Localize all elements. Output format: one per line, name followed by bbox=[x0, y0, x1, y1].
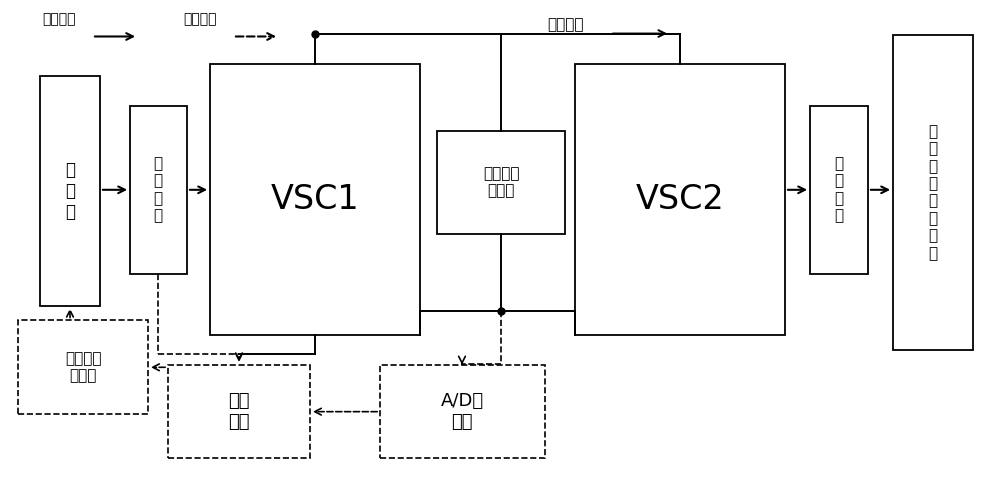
Text: 功率流向: 功率流向 bbox=[42, 12, 76, 26]
Bar bbox=[437, 131, 565, 234]
Text: 信号流向: 信号流向 bbox=[183, 12, 216, 26]
Bar bbox=[130, 106, 187, 274]
Text: VSC1: VSC1 bbox=[271, 183, 359, 216]
Text: 直流电压
互感器: 直流电压 互感器 bbox=[483, 166, 519, 199]
Text: 交
流
线
路: 交 流 线 路 bbox=[834, 156, 844, 223]
Text: 双馈风机
控制器: 双馈风机 控制器 bbox=[65, 351, 101, 384]
Text: 直流电流: 直流电流 bbox=[547, 17, 583, 32]
Bar bbox=[18, 320, 148, 414]
Bar bbox=[893, 35, 973, 350]
Text: A/D转
换器: A/D转 换器 bbox=[440, 392, 484, 431]
Text: 交
流
线
路: 交 流 线 路 bbox=[153, 156, 163, 223]
Text: 控制
机柜: 控制 机柜 bbox=[228, 392, 250, 431]
Bar bbox=[210, 64, 420, 335]
Bar bbox=[168, 365, 310, 458]
Text: VSC2: VSC2 bbox=[636, 183, 724, 216]
Text: 受
端
等
效
交
流
电
网: 受 端 等 效 交 流 电 网 bbox=[928, 124, 938, 261]
Bar bbox=[575, 64, 785, 335]
Bar bbox=[810, 106, 868, 274]
Bar bbox=[380, 365, 545, 458]
Text: 场
电
风: 场 电 风 bbox=[65, 161, 75, 220]
Bar bbox=[40, 76, 100, 306]
